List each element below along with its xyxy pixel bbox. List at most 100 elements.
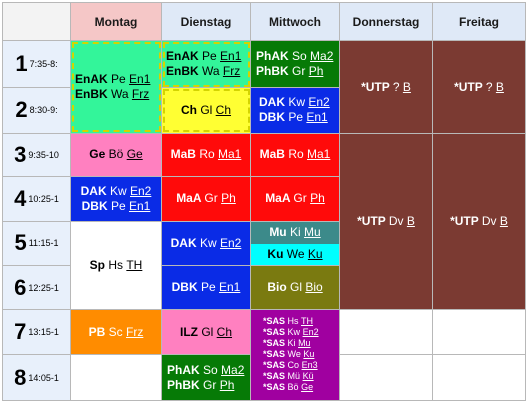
lesson-dienstag-4[interactable]: MaA Gr Ph — [161, 176, 251, 222]
room-link[interactable]: En1 — [219, 280, 241, 295]
room-link[interactable]: B — [402, 79, 411, 94]
room-link[interactable]: Ku — [303, 349, 315, 360]
room-link[interactable]: Ph — [219, 377, 235, 392]
teacher[interactable]: Wa — [202, 64, 220, 79]
room-link[interactable]: En1 — [129, 72, 151, 87]
lesson-dienstag-3[interactable]: MaB Ro Ma1 — [161, 132, 251, 178]
teacher[interactable]: Gl — [290, 280, 302, 295]
room-link[interactable]: TH — [301, 316, 314, 327]
teacher[interactable]: Ki — [287, 338, 296, 349]
teacher[interactable]: Gl — [200, 102, 213, 117]
teacher[interactable]: So — [203, 362, 218, 377]
room-link[interactable]: Ma1 — [307, 147, 331, 162]
teacher[interactable]: We — [287, 349, 301, 360]
teacher[interactable]: Dv — [388, 213, 404, 228]
day-header-dienstag[interactable]: Dienstag — [161, 1, 251, 42]
lesson-dienstag-7[interactable]: ILZ Gl Ch — [161, 308, 251, 356]
room-link[interactable]: Ph — [221, 191, 236, 206]
room-link[interactable]: En1 — [129, 198, 151, 213]
day-header-montag[interactable]: Montag — [70, 1, 162, 42]
teacher[interactable]: Co — [287, 360, 300, 371]
room-link[interactable]: Ge — [126, 147, 143, 162]
lesson-freitag-1-2[interactable]: *UTP ? B — [432, 40, 526, 134]
room-link[interactable]: En2 — [130, 183, 152, 198]
teacher[interactable]: Hs — [287, 316, 299, 327]
teacher[interactable]: Dv — [481, 213, 497, 228]
empty-slot-donnerstag-7[interactable] — [339, 308, 433, 356]
lesson-montag-1-2[interactable]: EnAK Pe En1 EnBK Wa Frz — [70, 40, 162, 134]
teacher[interactable]: Gr — [203, 377, 217, 392]
teacher[interactable]: We — [286, 246, 305, 261]
teacher[interactable]: So — [292, 49, 307, 64]
teacher[interactable]: Pe — [202, 49, 217, 64]
lesson-donnerstag-1-2[interactable]: *UTP ? B — [339, 40, 433, 134]
teacher[interactable]: ? — [485, 79, 493, 94]
teacher[interactable]: Gr — [204, 191, 218, 206]
room-link[interactable]: B — [406, 213, 415, 228]
lesson-mittwoch-6[interactable]: Bio Gl Bio — [250, 265, 340, 310]
teacher[interactable]: Kw — [109, 183, 127, 198]
room-link[interactable]: Ge — [301, 382, 314, 393]
empty-slot-montag-8[interactable] — [70, 354, 162, 401]
lesson-mittwoch-5-music[interactable]: Mu Ki Mu — [251, 221, 339, 244]
empty-slot-freitag-7[interactable] — [432, 308, 526, 356]
room-link[interactable]: Ma1 — [218, 147, 242, 162]
room-link[interactable]: Ma2 — [310, 49, 334, 64]
lesson-freitag-3-6[interactable]: *UTP Dv B — [432, 132, 526, 310]
day-header-donnerstag[interactable]: Donnerstag — [339, 1, 433, 42]
lesson-mittwoch-2[interactable]: DAK Kw En2 DBK Pe En1 — [250, 87, 340, 134]
room-link[interactable]: Ph — [310, 191, 325, 206]
room-link[interactable]: Ch — [215, 102, 232, 117]
room-link[interactable]: En1 — [220, 49, 242, 64]
lesson-dienstag-8[interactable]: PhAK So Ma2 PhBK Gr Ph — [161, 354, 251, 401]
room-link[interactable]: TH — [126, 257, 143, 272]
empty-slot-donnerstag-8[interactable] — [339, 354, 433, 401]
teacher[interactable]: Pe — [288, 110, 304, 125]
lesson-mittwoch-3[interactable]: MaB Ro Ma1 — [250, 132, 340, 178]
lesson-montag-7[interactable]: PB Sc Frz — [70, 308, 162, 356]
room-link[interactable]: Kü — [302, 371, 314, 382]
lesson-mittwoch-7-8[interactable]: *SAS Hs TH *SAS Kw En2 *SAS Ki Mu *SAS We K… — [250, 308, 340, 402]
room-link[interactable]: En1 — [306, 110, 328, 125]
teacher[interactable]: Bö — [108, 147, 124, 162]
day-header-freitag[interactable]: Freitag — [432, 1, 526, 42]
lesson-montag-4[interactable]: DAK Kw En2 DBK Pe En1 — [70, 176, 162, 222]
teacher[interactable]: Pe — [111, 72, 126, 87]
room-link[interactable]: Frz — [126, 324, 144, 339]
lesson-mittwoch-4[interactable]: MaA Gr Ph — [250, 176, 340, 222]
teacher[interactable]: Sc — [108, 324, 123, 339]
lesson-donnerstag-3-6[interactable]: *UTP Dv B — [339, 132, 433, 310]
room-link[interactable]: Ku — [307, 246, 323, 261]
room-link[interactable]: B — [499, 213, 508, 228]
teacher[interactable]: Kw — [287, 327, 301, 338]
room-link[interactable]: Bio — [305, 280, 323, 295]
teacher[interactable]: Pe — [200, 280, 216, 295]
teacher[interactable]: Ro — [288, 147, 304, 162]
teacher[interactable]: Wa — [111, 87, 129, 102]
lesson-dienstag-2[interactable]: Ch Gl Ch — [161, 87, 251, 134]
room-link[interactable]: Ph — [308, 64, 324, 79]
room-link[interactable]: Ma2 — [221, 362, 245, 377]
teacher[interactable]: Mü — [287, 371, 301, 382]
room-link[interactable]: En3 — [301, 360, 318, 371]
teacher[interactable]: Hs — [108, 257, 123, 272]
teacher[interactable]: Pe — [110, 198, 126, 213]
teacher[interactable]: Kw — [288, 95, 306, 110]
empty-slot-freitag-8[interactable] — [432, 354, 526, 401]
room-link[interactable]: Mu — [304, 225, 321, 240]
room-link[interactable]: Frz — [131, 87, 150, 102]
room-link[interactable]: Mu — [298, 338, 311, 349]
teacher[interactable]: Ro — [199, 147, 215, 162]
room-link[interactable]: En2 — [308, 95, 330, 110]
lesson-dienstag-1[interactable]: EnAK Pe En1 EnBK Wa Frz — [161, 40, 251, 89]
teacher[interactable]: Kw — [199, 235, 217, 250]
lesson-dienstag-5[interactable]: DAK Kw En2 — [161, 220, 251, 267]
teacher[interactable]: Gr — [293, 191, 307, 206]
teacher[interactable]: Ki — [289, 225, 301, 240]
lesson-montag-5-6[interactable]: Sp Hs TH — [70, 220, 162, 310]
room-link[interactable]: Ch — [216, 324, 233, 339]
lesson-montag-3[interactable]: Ge Bö Ge — [70, 132, 162, 178]
lesson-mittwoch-1[interactable]: PhAK So Ma2 PhBK Gr Ph — [250, 40, 340, 89]
lesson-dienstag-6[interactable]: DBK Pe En1 — [161, 265, 251, 310]
teacher[interactable]: Bö — [287, 382, 299, 393]
